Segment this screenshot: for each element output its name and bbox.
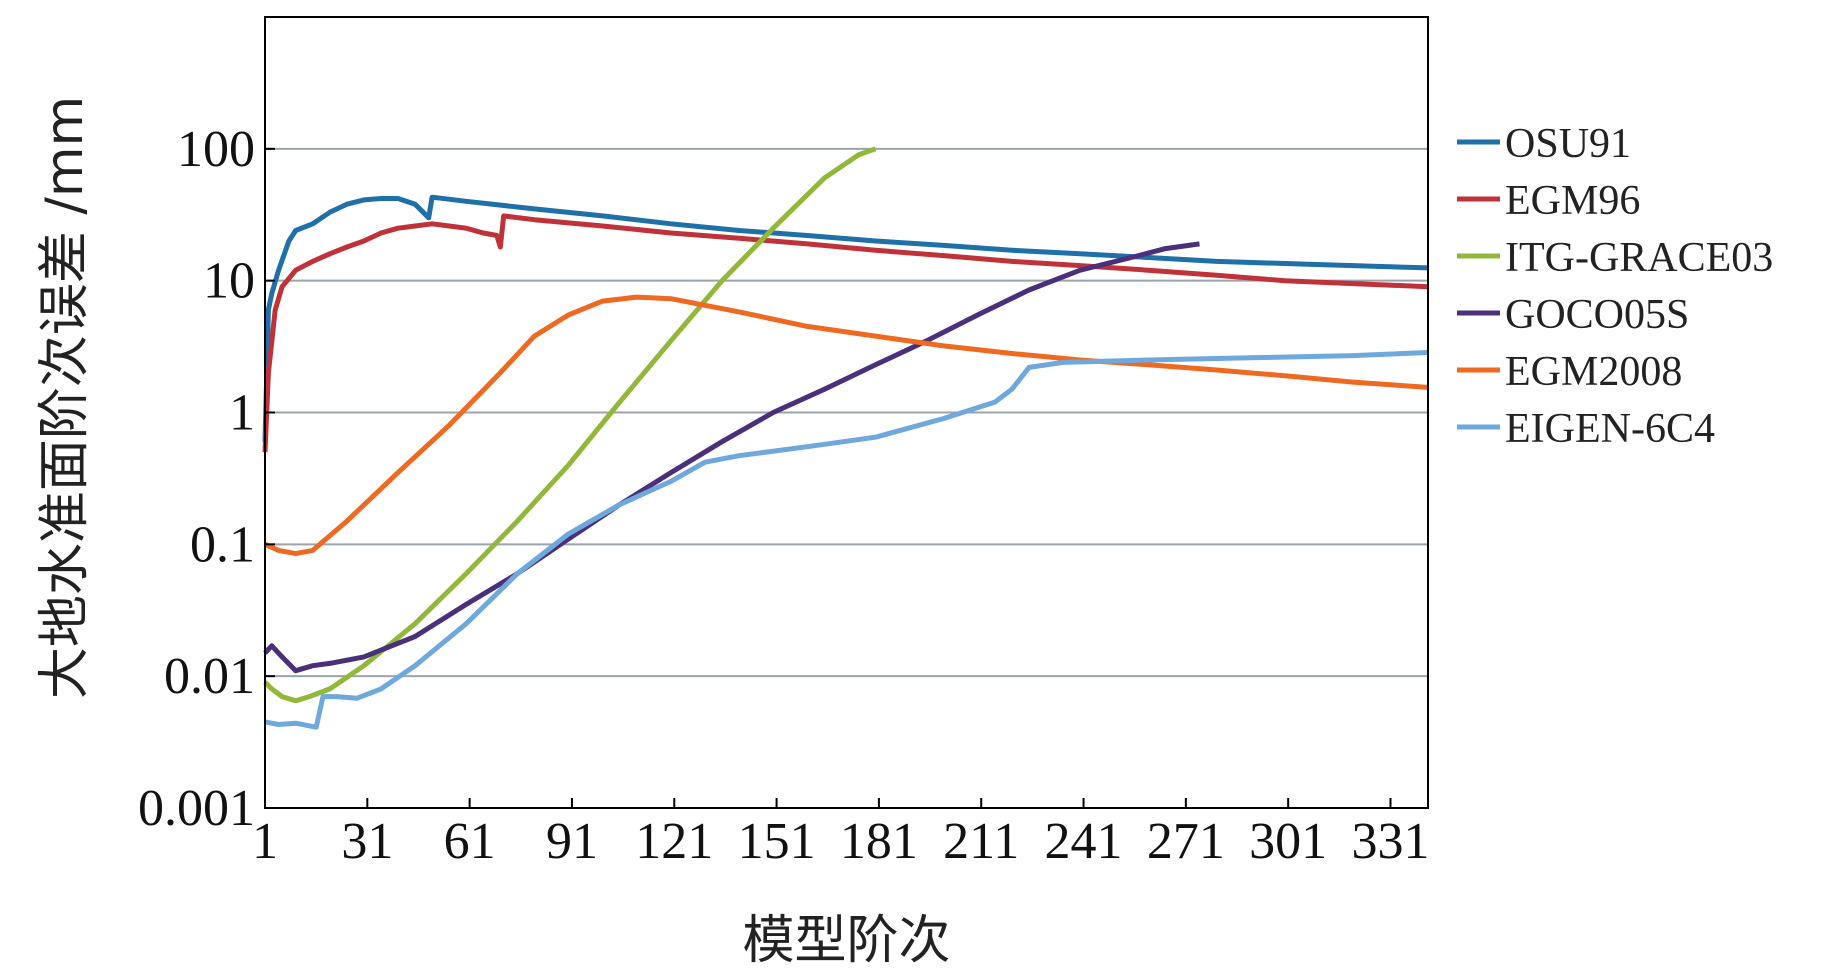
x-tick-label: 271: [1147, 813, 1225, 870]
series-line-itg-grace03: [263, 146, 877, 704]
x-tick-label: 331: [1351, 813, 1429, 870]
x-tick-label: 61: [444, 813, 496, 870]
y-axis-title: 大地水准面阶次误差 /mm: [35, 96, 95, 699]
legend-label: EIGEN-6C4: [1505, 406, 1715, 452]
series-lines: [262, 146, 1429, 730]
x-tick-label: 151: [738, 813, 816, 870]
x-tick-label: 301: [1249, 813, 1327, 870]
x-tick-label: 31: [341, 813, 393, 870]
x-tick-label: 181: [840, 813, 918, 870]
x-tick-label: 241: [1045, 813, 1123, 870]
series-line-egm2008: [263, 294, 1429, 557]
series-line-eigen-6c4: [264, 350, 1429, 730]
y-tick-label: 1: [229, 385, 255, 442]
legend-label: GOCO05S: [1505, 292, 1689, 338]
y-tick-label: 0.1: [190, 516, 255, 573]
series-line-osu91: [262, 194, 1429, 442]
series-line-goco05s: [263, 241, 1200, 674]
legend-label: OSU91: [1505, 121, 1631, 167]
x-axis-ticks: 1 31 61 91 121 151 181 211 241 271 301 331: [252, 798, 1429, 870]
series-line-egm96: [262, 213, 1429, 453]
x-tick-label: 91: [546, 813, 598, 870]
legend-label: EGM2008: [1505, 349, 1682, 395]
legend-label: ITG-GRACE03: [1505, 235, 1773, 281]
x-tick-label: 121: [635, 813, 713, 870]
y-tick-label: 100: [177, 121, 255, 178]
y-axis-ticks: 0.001 0.01 0.1 1 10 100: [138, 121, 275, 837]
y-tick-label: 10: [203, 253, 255, 310]
x-tick-label: 211: [943, 813, 1019, 870]
y-tick-label: 0.001: [138, 780, 255, 837]
x-tick-label: 1: [252, 813, 278, 870]
legend: OSU91 EGM96 ITG-GRACE03 GOCO05S EGM2008 EIGEN…: [1457, 121, 1773, 452]
legend-label: EGM96: [1505, 178, 1640, 224]
y-tick-label: 0.01: [164, 648, 255, 705]
x-axis-title: 模型阶次: [742, 911, 950, 969]
